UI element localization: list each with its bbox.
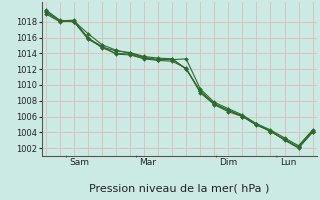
Text: Mar: Mar	[139, 158, 156, 167]
X-axis label: Pression niveau de la mer( hPa ): Pression niveau de la mer( hPa )	[89, 184, 269, 194]
Text: Lun: Lun	[280, 158, 296, 167]
Text: Sam: Sam	[69, 158, 89, 167]
Text: Dim: Dim	[219, 158, 237, 167]
